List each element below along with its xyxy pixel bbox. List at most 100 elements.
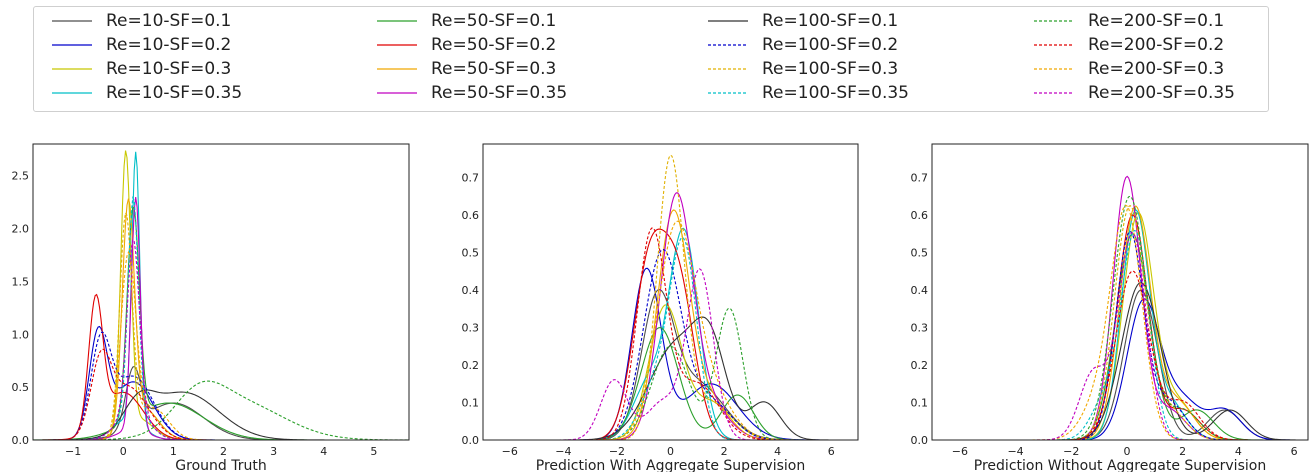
series-line	[483, 227, 858, 440]
legend-label: Re=50-SF=0.3	[431, 59, 557, 79]
plot-3: −6 −4 −2 0 2 4 6 0.0 0.1 0.2 0.3 0.4 0.5 0.6 0.7 Predic…	[911, 143, 1309, 472]
axes-frame	[32, 143, 410, 441]
series-line	[33, 380, 409, 440]
y-tick-label: 0.6	[462, 209, 480, 222]
legend-swatch	[1034, 68, 1074, 70]
legend-label: Re=10-SF=0.3	[106, 59, 232, 79]
y-tick-label: 1.0	[12, 328, 30, 341]
y-tick-label: 0.5	[462, 247, 480, 260]
x-tick-label: −4	[1007, 445, 1023, 458]
x-axis-label: Prediction With Aggregate Supervision	[536, 458, 805, 472]
legend-label: Re=10-SF=0.35	[106, 83, 243, 103]
series-line	[483, 209, 858, 440]
series-line	[932, 175, 1308, 440]
series-line	[932, 205, 1308, 440]
legend-entry: Re=200-SF=0.1	[1034, 10, 1224, 32]
y-tick-label: 0.5	[12, 381, 30, 394]
y-tick-label: 0.0	[12, 434, 30, 447]
series-line	[932, 282, 1308, 440]
series-line	[932, 298, 1308, 440]
legend-swatch	[708, 68, 748, 70]
legend-entry: Re=100-SF=0.3	[708, 58, 898, 80]
legend-entry: Re=10-SF=0.1	[52, 10, 231, 32]
series-line	[483, 220, 858, 440]
x-tick-label: 2	[721, 445, 728, 458]
series-line	[932, 209, 1308, 440]
y-tick-label: 2.5	[12, 170, 30, 183]
plot-2: −6 −4 −2 0 2 4 6 0.0 0.1 0.2 0.3 0.4 0.5 0.6 0.7 Predic…	[462, 143, 859, 472]
x-tick-label: −2	[1063, 445, 1079, 458]
legend-entry: Re=100-SF=0.35	[708, 82, 909, 104]
series-line	[33, 293, 409, 440]
legend-entry: Re=200-SF=0.3	[1034, 58, 1224, 80]
legend: Re=10-SF=0.1 Re=10-SF=0.2 Re=10-SF=0.3 Re=1…	[33, 6, 1269, 112]
series-line	[932, 230, 1308, 440]
series-line	[483, 227, 858, 440]
legend-label: Re=200-SF=0.2	[1088, 35, 1225, 55]
series-line	[483, 236, 858, 440]
x-tick-label: 2	[1179, 445, 1186, 458]
y-tick-label: 0.3	[911, 322, 929, 335]
series-line	[483, 268, 858, 440]
legend-entry: Re=10-SF=0.2	[52, 34, 231, 56]
y-tick-label: 0.0	[911, 434, 929, 447]
series-line	[33, 389, 409, 440]
legend-entry: Re=10-SF=0.3	[52, 58, 231, 80]
legend-label: Re=100-SF=0.1	[762, 11, 899, 31]
x-tick-label: 0	[120, 445, 127, 458]
y-tick-label: 0.4	[911, 284, 929, 297]
legend-entry: Re=200-SF=0.2	[1034, 34, 1224, 56]
legend-label: Re=10-SF=0.1	[106, 11, 232, 31]
x-tick-label: 2	[220, 445, 227, 458]
x-tick-label: 0	[667, 445, 674, 458]
legend-label: Re=50-SF=0.2	[431, 35, 557, 55]
series-line	[483, 192, 858, 440]
axes-frame	[931, 143, 1309, 441]
x-tick-label: 6	[1291, 445, 1298, 458]
y-tick-label: 0.7	[462, 172, 480, 185]
series-line	[33, 331, 409, 440]
series-line	[483, 267, 858, 440]
legend-entry: Re=50-SF=0.2	[377, 34, 556, 56]
legend-swatch	[1034, 92, 1074, 94]
legend-entry: Re=50-SF=0.1	[377, 10, 556, 32]
y-tick-label: 0.0	[462, 434, 480, 447]
y-tick-label: 0.3	[462, 322, 480, 335]
legend-entry: Re=200-SF=0.35	[1034, 82, 1235, 104]
series-line	[33, 325, 409, 440]
y-tick-label: 2.0	[12, 223, 30, 236]
legend-label: Re=200-SF=0.3	[1088, 59, 1225, 79]
y-tick-label: 0.5	[911, 247, 929, 260]
series-line	[932, 204, 1308, 440]
legend-swatch	[1034, 44, 1074, 46]
legend-label: Re=10-SF=0.2	[106, 35, 232, 55]
x-tick-label: −1	[65, 445, 81, 458]
plot-1: −1 0 1 2 3 4 5 0.0 0.5 1.0 1.5 2.0 2.5 Ground Truth	[12, 143, 410, 472]
series-line	[33, 198, 409, 440]
legend-entry: Re=50-SF=0.3	[377, 58, 556, 80]
series-line	[33, 211, 409, 440]
series-line	[33, 348, 409, 440]
legend-label: Re=100-SF=0.3	[762, 59, 899, 79]
legend-swatch	[708, 92, 748, 94]
y-tick-label: 0.1	[462, 397, 480, 410]
y-tick-label: 0.2	[462, 359, 480, 372]
series-line	[33, 196, 409, 440]
series-group	[483, 154, 858, 440]
series-line	[483, 307, 858, 440]
legend-swatch	[708, 20, 748, 22]
series-line	[932, 195, 1308, 440]
legend-label: Re=100-SF=0.2	[762, 35, 899, 55]
series-line	[33, 238, 409, 440]
series-line	[483, 288, 858, 440]
x-tick-label: −4	[555, 445, 571, 458]
x-tick-label: 4	[774, 445, 781, 458]
series-line	[33, 206, 409, 440]
series-line	[932, 229, 1308, 440]
series-line	[932, 233, 1308, 440]
x-axis-label: Ground Truth	[175, 458, 266, 472]
series-line	[932, 232, 1308, 440]
x-tick-label: 3	[270, 445, 277, 458]
y-tick-label: 0.1	[911, 397, 929, 410]
